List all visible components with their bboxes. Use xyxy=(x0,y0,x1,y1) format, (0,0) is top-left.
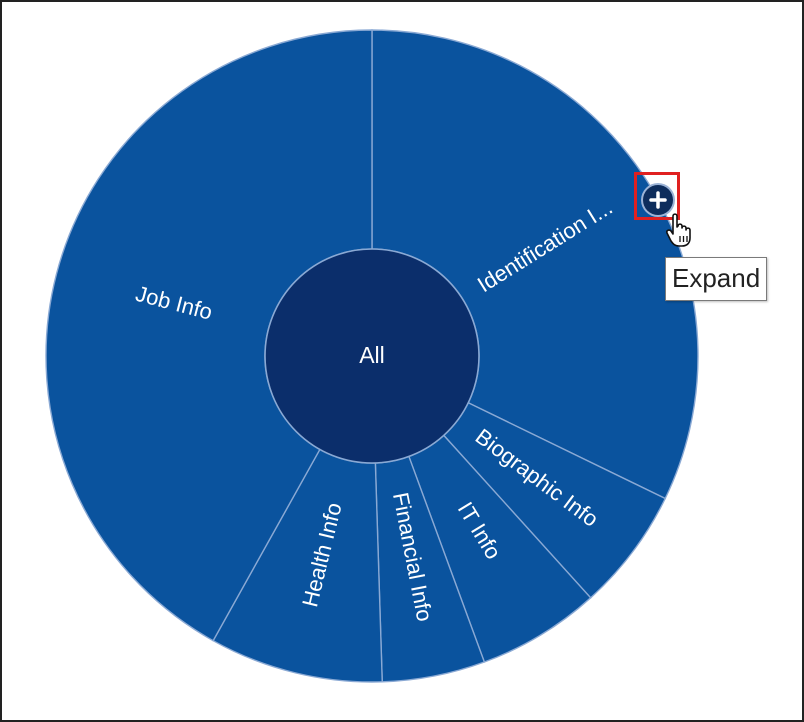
expand-highlight-box xyxy=(634,172,680,220)
expand-tooltip: Expand xyxy=(665,257,768,301)
segments-layer xyxy=(45,29,699,683)
plus-circle-icon xyxy=(649,191,667,209)
center-all-node[interactable] xyxy=(264,248,480,464)
hand-pointer-icon xyxy=(666,213,691,247)
center-label: All xyxy=(359,342,385,368)
expand-button[interactable] xyxy=(643,185,673,215)
